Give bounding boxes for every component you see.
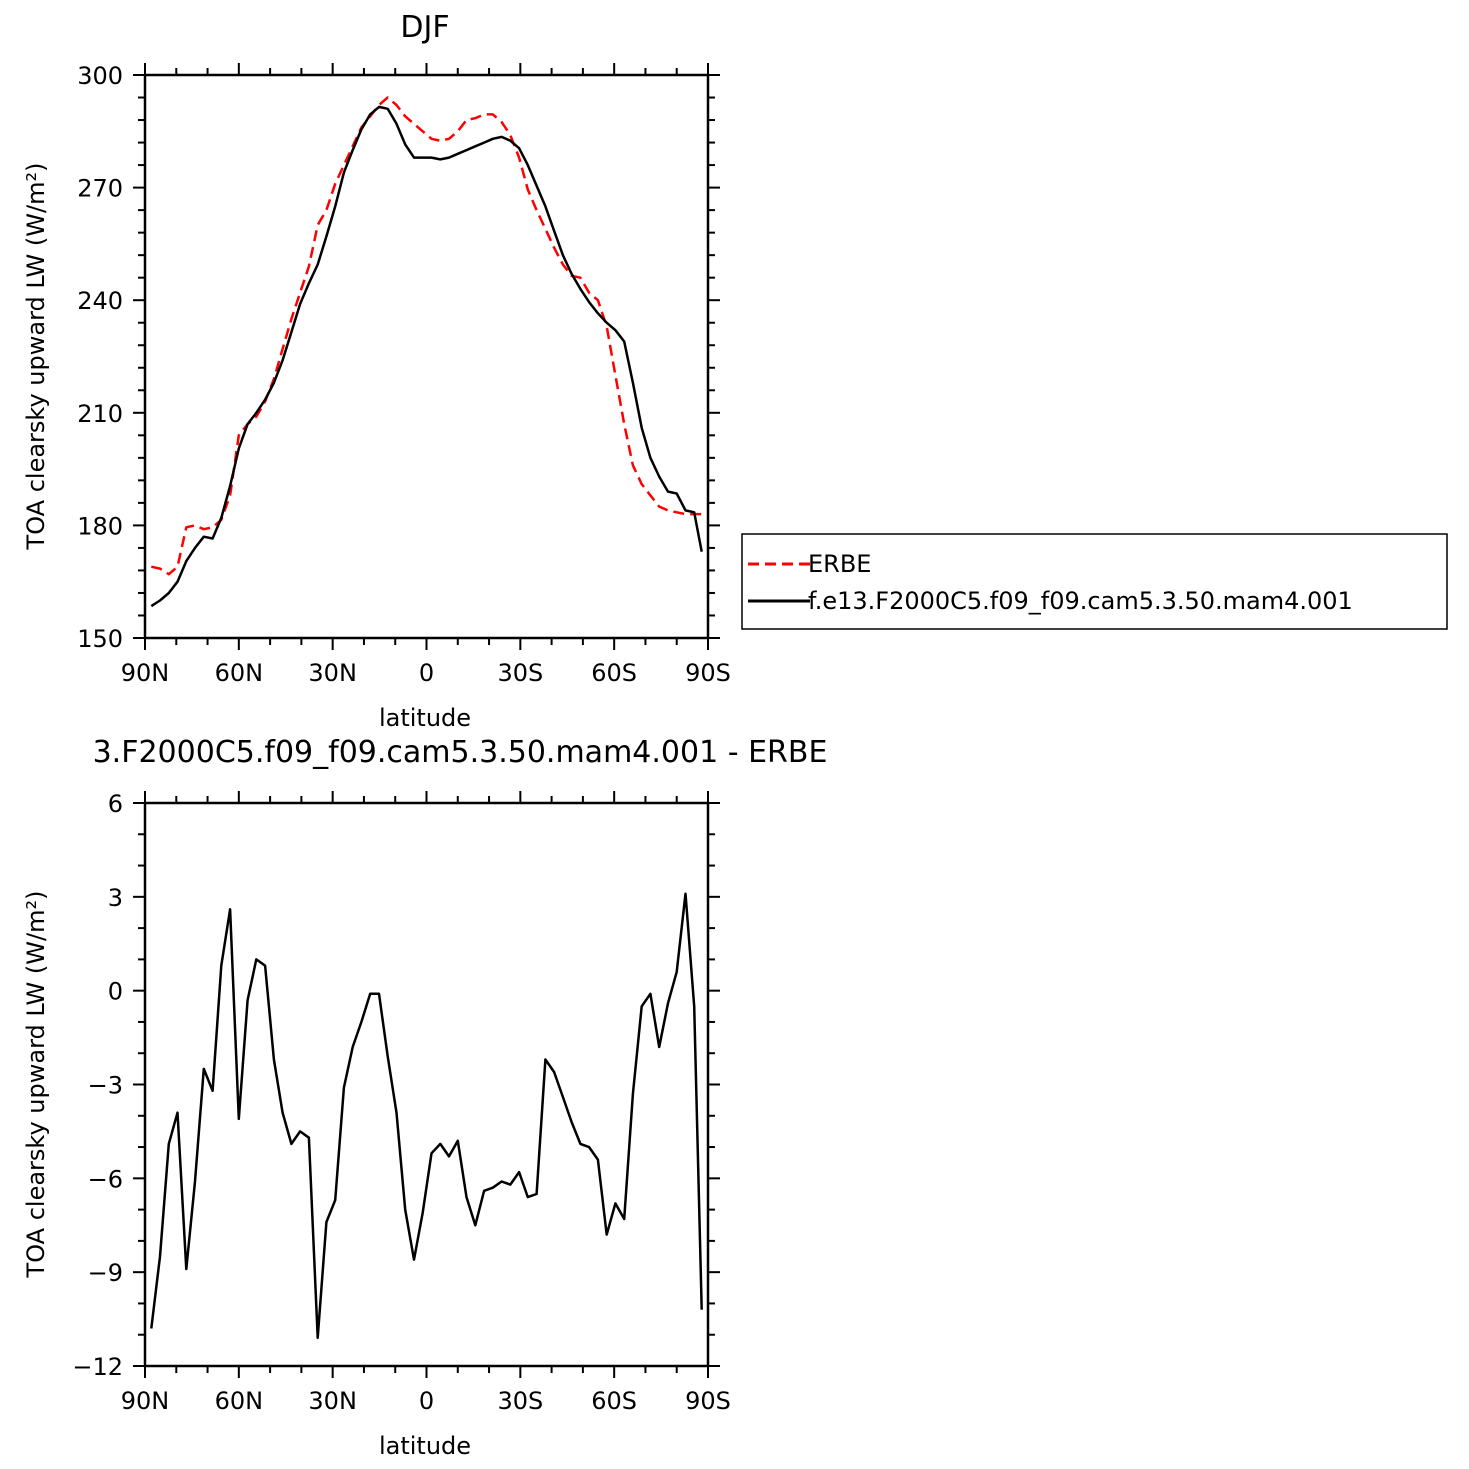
x-tick-label: 30N: [308, 659, 357, 687]
y-tick-label: 240: [77, 287, 123, 315]
y-tick-label: 6: [108, 790, 123, 818]
y-tick-label: −6: [88, 1165, 123, 1193]
legend-box: [741, 533, 1448, 630]
x-tick-label: 0: [419, 1387, 434, 1415]
x-tick-label: 90S: [685, 1387, 731, 1415]
bottom-x-tick-labels: 90N 60N 30N 0 30S 60S 90S: [121, 1387, 731, 1415]
x-tick-label: 30S: [497, 1387, 543, 1415]
y-tick-label: 300: [77, 62, 123, 90]
x-tick-label: 90N: [121, 659, 170, 687]
y-tick-label: 150: [77, 625, 123, 653]
top-x-tick-labels: 90N 60N 30N 0 30S 60S 90S: [121, 659, 731, 687]
top-plot-frame: [143, 73, 710, 640]
x-tick-label: 30N: [308, 1387, 357, 1415]
x-tick-label: 30S: [497, 659, 543, 687]
y-tick-label: 180: [77, 512, 123, 540]
x-tick-label: 60S: [591, 1387, 637, 1415]
top-plot-title: DJF: [400, 10, 449, 45]
bottom-x-axis-title: latitude: [379, 1432, 471, 1460]
series-erbe-line: [151, 96, 702, 576]
x-tick-label: 90N: [121, 1387, 170, 1415]
y-tick-label: −3: [88, 1072, 123, 1100]
legend: ERBE f.e13.F2000C5.f09_f09.cam5.3.50.mam…: [741, 533, 1448, 630]
y-tick-label: 210: [77, 400, 123, 428]
bottom-y-tick-labels: −12 −9 −6 −3 0 3 6: [72, 790, 123, 1381]
top-series-lines: [150, 96, 703, 608]
x-tick-label: 60N: [215, 659, 264, 687]
top-y-tick-labels: 150 180 210 240 270 300: [77, 62, 123, 653]
series-model-line: [150, 105, 703, 608]
y-tick-label: 0: [108, 978, 123, 1006]
bottom-panel: 3.F2000C5.f09_f09.cam5.3.50.mam4.001 - E…: [22, 735, 827, 1460]
y-tick-label: 270: [77, 175, 123, 203]
top-y-axis-title: TOA clearsky upward LW (W/m²): [22, 163, 50, 551]
legend-label-model: f.e13.F2000C5.f09_f09.cam5.3.50.mam4.001: [808, 587, 1353, 615]
y-tick-label: −9: [88, 1259, 123, 1287]
x-tick-label: 60N: [215, 1387, 264, 1415]
top-x-axis-title: latitude: [379, 704, 471, 732]
bottom-series-lines: [150, 892, 703, 1340]
series-difference-line: [150, 892, 703, 1340]
bottom-plot-title: 3.F2000C5.f09_f09.cam5.3.50.mam4.001 - E…: [93, 735, 828, 770]
y-tick-label: 3: [108, 884, 123, 912]
legend-label-erbe: ERBE: [808, 550, 871, 578]
x-tick-label: 0: [419, 659, 434, 687]
top-axes-ticks: [133, 63, 720, 650]
bottom-plot-frame: [143, 801, 710, 1368]
top-panel: DJF 90N 60N 30N 0 30S 60S 90S 150 180 210 240 270 3…: [22, 10, 731, 732]
bottom-axes-ticks: [133, 791, 720, 1378]
bottom-y-axis-title: TOA clearsky upward LW (W/m²): [22, 891, 50, 1279]
x-tick-label: 60S: [591, 659, 637, 687]
x-tick-label: 90S: [685, 659, 731, 687]
y-tick-label: −12: [72, 1353, 123, 1381]
